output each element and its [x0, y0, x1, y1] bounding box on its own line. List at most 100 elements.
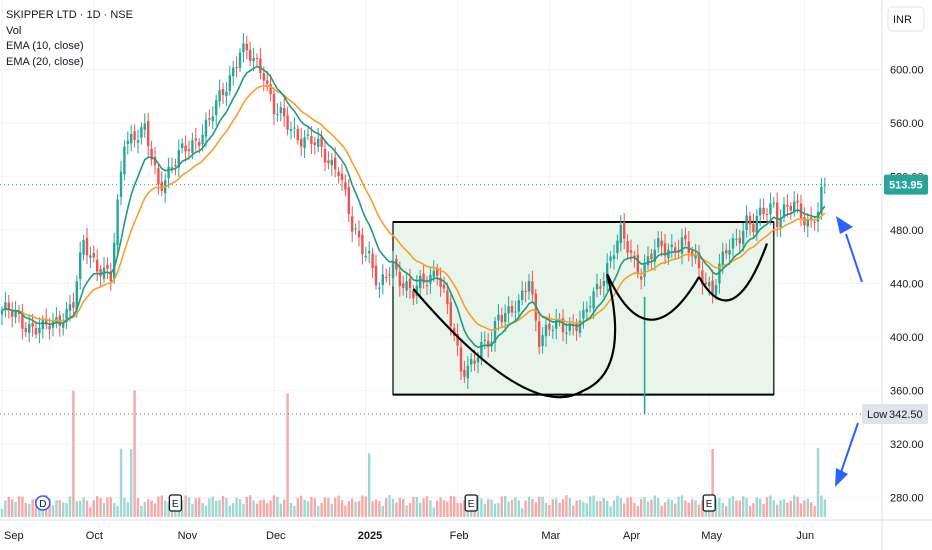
volume-bar — [279, 503, 282, 517]
volume-bar — [759, 498, 762, 517]
earnings-marker[interactable] — [702, 494, 716, 512]
volume-bar — [497, 503, 500, 517]
volume-bar — [782, 499, 786, 517]
volume-bar — [153, 503, 157, 517]
candle-body — [34, 327, 38, 335]
volume-bar — [561, 498, 565, 517]
candle-body — [442, 284, 446, 289]
candle-body — [623, 222, 626, 239]
candle-body — [538, 321, 541, 347]
candle-body — [41, 319, 44, 330]
candle-body — [565, 332, 568, 334]
candle-body — [177, 150, 180, 168]
volume-bar — [385, 498, 388, 517]
candle-body — [310, 136, 313, 144]
volume-bar — [381, 506, 384, 517]
candle-body — [456, 334, 459, 346]
earnings-marker[interactable] — [168, 494, 183, 512]
volume-bar — [527, 496, 531, 517]
candle-body — [72, 302, 75, 308]
volume-bar — [38, 503, 41, 517]
candle-body — [215, 100, 218, 116]
volume-bar — [541, 496, 544, 517]
candle-body — [0, 310, 4, 315]
volume-bar — [731, 496, 735, 517]
volume-bar — [694, 500, 697, 517]
candle-body — [589, 306, 592, 308]
candle-body — [459, 347, 463, 372]
candle-body — [211, 116, 214, 122]
currency-label[interactable]: INR — [893, 14, 912, 26]
candle-body — [782, 204, 786, 218]
volume-bar — [616, 495, 619, 517]
volume-bar — [551, 499, 554, 517]
candle-body — [725, 250, 728, 254]
volume-bar — [92, 500, 95, 517]
candle-body — [184, 145, 187, 152]
volume-bar — [0, 509, 4, 517]
volume-bar — [164, 500, 167, 517]
candle-body — [493, 321, 497, 343]
x-tick-label: Oct — [86, 530, 103, 542]
volume-bar — [337, 495, 340, 517]
volume-bar — [99, 498, 102, 517]
volume-bar — [14, 502, 17, 517]
currency-button[interactable] — [887, 6, 925, 32]
candle-body — [68, 304, 72, 311]
volume-bar — [609, 506, 612, 517]
volume-bar — [599, 501, 602, 517]
candle-body — [21, 314, 24, 329]
candle-body — [789, 205, 792, 211]
candle-body — [269, 84, 272, 95]
volume-bar — [670, 500, 673, 517]
arrow-breakout-head — [836, 216, 853, 234]
volume-bar — [48, 498, 51, 517]
volume-bar — [323, 497, 327, 517]
volume-bar — [660, 505, 663, 517]
candle-body — [521, 290, 524, 301]
candle-body — [449, 302, 452, 327]
candle-body — [599, 286, 602, 289]
candle-body — [439, 277, 442, 287]
candle-body — [252, 58, 255, 61]
volume-bar — [89, 507, 92, 517]
candle-body — [357, 230, 361, 238]
earnings-marker[interactable] — [464, 494, 478, 512]
candle-body — [374, 265, 378, 286]
candle-body — [561, 318, 565, 333]
volume-bar — [419, 502, 422, 517]
candle-body — [759, 207, 762, 216]
volume-bar — [143, 501, 146, 517]
volume-bar — [296, 498, 299, 517]
volume-bar — [160, 495, 163, 517]
volume-bar — [684, 500, 687, 517]
candle-body — [425, 285, 429, 287]
candle-body — [92, 252, 95, 258]
volume-bar — [803, 500, 806, 517]
candle-body — [497, 314, 500, 321]
candle-body — [201, 134, 204, 144]
symbol-title[interactable]: SKIPPER LTD · 1D · NSE — [6, 9, 133, 21]
candle-body — [157, 167, 160, 185]
ema10-label[interactable]: EMA (10, close) — [6, 40, 84, 52]
candle-body — [663, 243, 667, 256]
volume-bar — [184, 495, 187, 517]
volume-bar — [269, 500, 272, 517]
candle-body — [769, 203, 772, 215]
dividend-marker[interactable] — [35, 495, 51, 511]
candle-body — [711, 280, 714, 294]
volume-bar — [459, 502, 463, 517]
event-marker-letter: E — [172, 499, 179, 510]
volume-bar — [657, 498, 660, 517]
candle-body — [385, 276, 388, 278]
ema20-label[interactable]: EMA (20, close) — [6, 55, 84, 68]
candle-body — [194, 138, 197, 141]
volume-bar — [568, 498, 571, 517]
candle-body — [276, 113, 279, 115]
candle-body — [558, 319, 561, 321]
volume-label[interactable]: Vol — [6, 24, 22, 37]
candle-body — [585, 308, 588, 313]
candle-body — [371, 253, 374, 269]
